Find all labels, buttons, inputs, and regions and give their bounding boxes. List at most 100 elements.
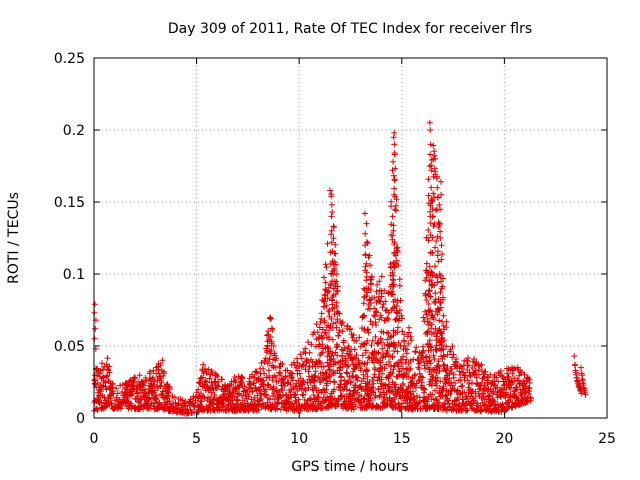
data-point xyxy=(394,324,401,331)
data-point xyxy=(391,191,398,198)
data-point xyxy=(215,378,222,385)
data-point xyxy=(480,375,487,381)
data-point xyxy=(328,316,335,322)
y-tick-label: 0 xyxy=(76,411,85,427)
data-point xyxy=(330,235,337,242)
data-point xyxy=(416,370,423,377)
data-point xyxy=(331,259,338,265)
data-point xyxy=(364,338,371,344)
data-point xyxy=(427,249,434,256)
data-point xyxy=(499,373,506,380)
data-point xyxy=(300,391,307,398)
data-point xyxy=(390,291,397,298)
data-point xyxy=(113,385,120,392)
data-point xyxy=(582,391,589,398)
data-point xyxy=(282,373,289,380)
data-point xyxy=(486,393,493,400)
data-point xyxy=(363,285,370,292)
data-point xyxy=(319,326,326,333)
data-point xyxy=(435,194,441,201)
data-point xyxy=(353,352,360,359)
data-point xyxy=(160,370,167,377)
data-point xyxy=(266,356,273,362)
data-point xyxy=(390,222,397,229)
data-point xyxy=(423,353,430,360)
data-point xyxy=(420,385,427,392)
data-point xyxy=(493,374,500,381)
data-point xyxy=(430,142,437,149)
data-point xyxy=(136,372,143,379)
data-point xyxy=(352,403,359,410)
data-point xyxy=(373,309,380,316)
data-point xyxy=(469,380,475,386)
data-point xyxy=(415,400,422,407)
data-point xyxy=(432,263,438,270)
data-point xyxy=(391,150,398,156)
data-point xyxy=(367,395,374,402)
data-point xyxy=(439,393,446,400)
data-point xyxy=(318,310,325,317)
data-point xyxy=(300,377,307,384)
data-point xyxy=(213,372,220,379)
data-point xyxy=(367,300,374,307)
data-point xyxy=(370,380,377,387)
data-point xyxy=(276,369,283,376)
data-point xyxy=(238,379,245,386)
data-point xyxy=(232,379,239,386)
data-point xyxy=(575,379,582,385)
data-point xyxy=(578,370,585,377)
data-point xyxy=(513,384,520,391)
data-point xyxy=(159,357,166,364)
data-point xyxy=(433,382,440,389)
data-point xyxy=(108,401,115,407)
data-point xyxy=(367,318,374,325)
data-point xyxy=(329,209,336,215)
data-point xyxy=(334,343,341,350)
data-point xyxy=(209,369,216,376)
data-point xyxy=(441,337,447,344)
data-point xyxy=(427,213,434,220)
data-point xyxy=(114,390,121,397)
x-axis-label: GPS time / hours xyxy=(291,459,408,475)
data-point xyxy=(426,119,433,126)
data-point xyxy=(427,151,434,158)
data-point xyxy=(378,339,384,346)
data-point xyxy=(378,376,385,383)
data-point xyxy=(578,390,585,397)
data-point xyxy=(389,213,396,220)
data-point xyxy=(443,324,450,331)
data-point xyxy=(315,394,322,401)
data-point xyxy=(269,326,276,333)
data-point xyxy=(376,278,383,285)
data-point xyxy=(437,378,444,385)
data-point xyxy=(365,329,372,336)
data-point xyxy=(214,382,220,389)
data-point xyxy=(372,333,379,340)
data-point xyxy=(438,389,445,396)
data-point xyxy=(322,369,329,376)
data-point xyxy=(269,377,276,384)
data-point xyxy=(444,363,451,370)
data-point xyxy=(472,368,479,374)
data-point xyxy=(321,274,327,281)
y-tick-label: 0.1 xyxy=(63,267,85,283)
data-point xyxy=(317,318,324,325)
data-point xyxy=(282,374,289,381)
data-point xyxy=(361,312,368,319)
data-point xyxy=(200,374,206,381)
ticks-layer: 0 5 10 15 20 25 0 0.05 0.1 0.15 0.2 0.25 xyxy=(54,51,616,447)
data-point xyxy=(426,278,433,285)
data-point xyxy=(574,377,581,384)
data-point xyxy=(347,379,354,386)
data-point xyxy=(368,273,375,280)
data-point xyxy=(427,343,434,350)
data-point xyxy=(475,366,482,373)
data-point xyxy=(315,389,322,396)
data-point xyxy=(226,390,233,397)
data-point xyxy=(263,332,270,339)
data-point xyxy=(231,374,238,381)
data-point xyxy=(392,344,399,350)
data-point xyxy=(375,349,382,356)
data-point xyxy=(383,361,390,368)
